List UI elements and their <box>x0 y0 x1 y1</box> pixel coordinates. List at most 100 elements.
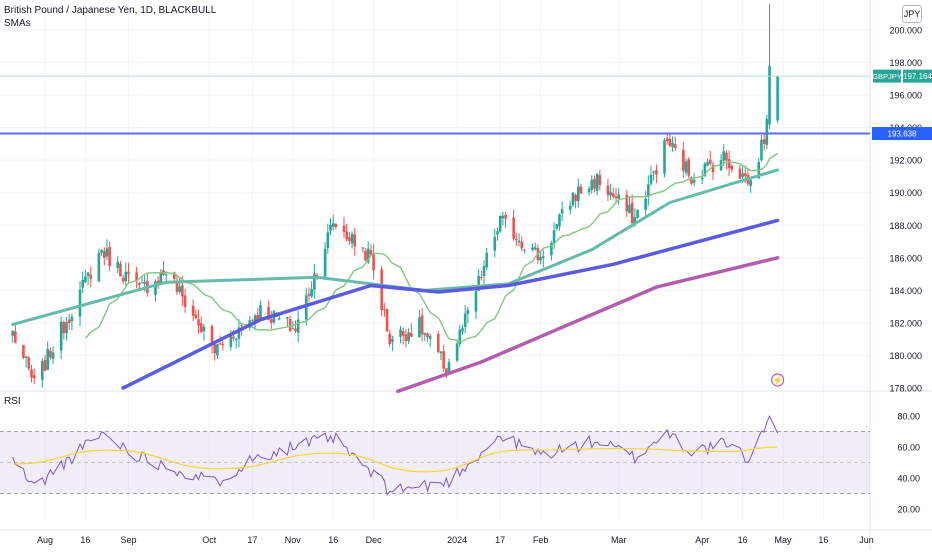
candle-body <box>269 319 273 323</box>
candle-body <box>445 368 448 374</box>
candle-body <box>202 326 206 332</box>
candle-body <box>749 180 752 186</box>
candle-body <box>671 142 674 148</box>
time-tick-label: 16 <box>328 535 338 545</box>
price-tick-label: 196.000 <box>889 91 922 101</box>
candle-body <box>776 76 779 121</box>
candle-body <box>197 319 200 326</box>
candle-body <box>531 247 534 250</box>
event-marker-icon[interactable] <box>771 373 785 387</box>
candle-body <box>482 266 486 277</box>
time-tick-label: Apr <box>695 535 709 545</box>
candle-body <box>455 343 459 361</box>
symbol-tag-text: GBPJPY <box>872 72 902 81</box>
candle-body <box>267 306 270 320</box>
candle-body <box>533 247 537 250</box>
candle-body <box>612 193 615 197</box>
candle-body <box>690 177 693 184</box>
time-tick-label: 16 <box>738 535 748 545</box>
candle-body <box>423 333 427 335</box>
candle-body <box>558 214 561 227</box>
price-tick-label: 186.000 <box>889 253 922 263</box>
time-tick-label: 2024 <box>447 535 467 545</box>
candle-body <box>329 224 332 231</box>
candle-body <box>474 291 478 312</box>
instrument-title[interactable]: British Pound / Japanese Yen, 1D, BLACKB… <box>4 5 217 16</box>
candle-body <box>307 293 311 296</box>
time-tick-label: 17 <box>247 535 257 545</box>
candle-body <box>523 249 526 251</box>
candle-body <box>100 249 103 253</box>
candle-body <box>194 314 198 319</box>
candle-body <box>595 173 599 191</box>
candle-body <box>108 246 111 267</box>
rsi-tick-label: 60.00 <box>897 443 920 453</box>
candle-body <box>286 317 289 319</box>
candle-body <box>665 138 669 142</box>
candle-body <box>636 209 639 218</box>
sma-mid-line <box>11 168 780 326</box>
time-tick-label: Nov <box>285 535 302 545</box>
time-tick-label: Dec <box>366 535 383 545</box>
candle-body <box>644 198 647 210</box>
level-price-tag[interactable] <box>872 127 932 141</box>
candle-body <box>391 338 394 342</box>
candle-body <box>418 317 421 338</box>
candle-body <box>730 165 734 170</box>
candle-body <box>633 217 637 223</box>
candle-body <box>687 159 691 176</box>
candle-body <box>345 231 348 240</box>
candle-body <box>560 209 564 214</box>
candle-body <box>323 248 327 277</box>
price-tick-label: 178.000 <box>889 384 922 394</box>
candle-body <box>420 315 424 335</box>
candle-body <box>59 321 63 351</box>
candle-body <box>369 250 373 255</box>
candle-body <box>191 305 195 316</box>
candle-body <box>218 343 222 345</box>
candle-body <box>84 276 87 283</box>
rsi-line <box>12 414 779 496</box>
candle-body <box>493 236 497 251</box>
candle-body <box>124 271 128 282</box>
candle-body <box>760 139 763 161</box>
currency-label[interactable]: JPY <box>902 5 922 23</box>
candle-body <box>458 329 462 345</box>
rsi-tick-label: 40.00 <box>897 474 920 484</box>
candle-body <box>550 242 553 256</box>
candle-body <box>116 261 120 268</box>
candle-body <box>617 194 621 199</box>
candle-body <box>159 271 163 285</box>
candle-body <box>520 241 524 249</box>
candle-body <box>237 327 241 339</box>
candle-body <box>331 223 335 227</box>
candle-body <box>388 333 392 345</box>
candle-body <box>342 225 346 233</box>
candle-body <box>296 319 300 333</box>
sma-long-line <box>396 256 780 394</box>
last-price-tag[interactable] <box>903 69 932 83</box>
candle-body <box>574 194 577 201</box>
candle-body <box>366 248 370 263</box>
price-tick-label: 180.000 <box>889 351 922 361</box>
level-price-tag-text: 193.638 <box>888 130 917 139</box>
candle-body <box>105 248 109 257</box>
candle-body <box>288 318 292 331</box>
last-price-tag-text: 197.164 <box>903 72 932 81</box>
candle-body <box>711 164 715 173</box>
candle-body <box>221 343 225 346</box>
candle-body <box>609 191 612 196</box>
candle-body <box>278 318 281 320</box>
candle-body <box>51 352 55 359</box>
candle-body <box>154 281 157 296</box>
time-tick-label: 16 <box>818 535 828 545</box>
rsi-legend-label[interactable]: RSI <box>4 396 21 407</box>
candle-body <box>517 240 521 243</box>
candle-body <box>30 369 33 378</box>
candle-body <box>700 177 704 180</box>
sma-legend-label[interactable]: SMAs <box>4 18 31 29</box>
candle-body <box>708 159 712 164</box>
candle-body <box>46 348 49 370</box>
